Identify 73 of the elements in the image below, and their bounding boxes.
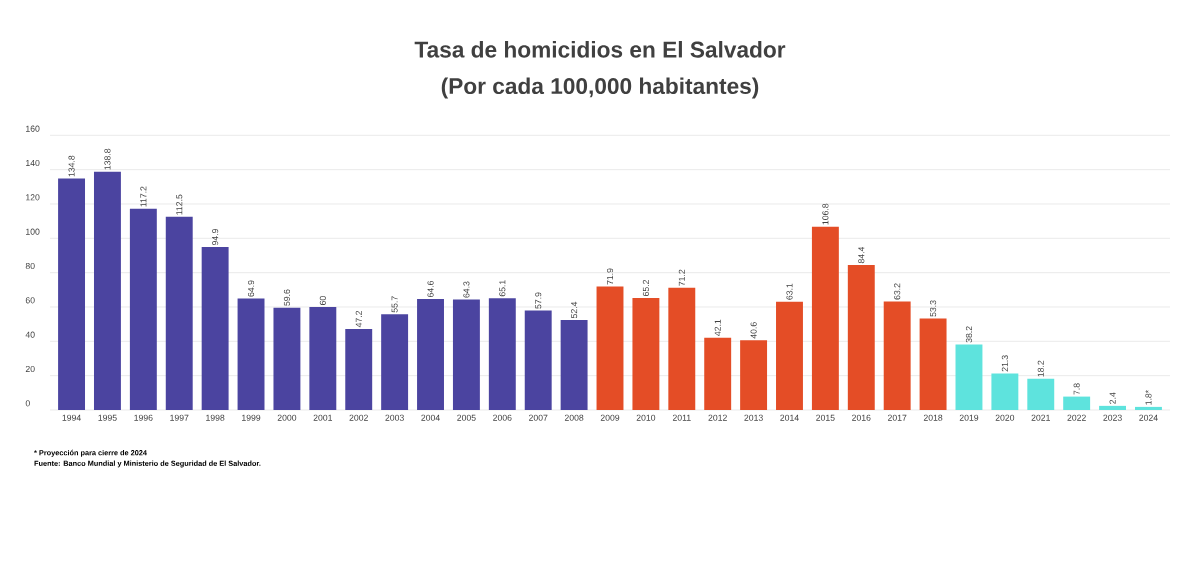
x-tick-label: 2016: [852, 414, 871, 421]
x-tick-label: 2018: [923, 414, 943, 421]
data-label: 52.4: [571, 301, 578, 319]
x-tick-label: 2010: [636, 414, 656, 421]
data-label: 65.1: [499, 280, 506, 297]
data-label: 64.6: [427, 281, 434, 298]
data-label: 53.3: [930, 300, 937, 317]
y-tick-label: 120: [26, 194, 40, 201]
data-label: 1.8*: [1145, 390, 1152, 405]
x-tick-label: 2011: [672, 414, 691, 421]
x-tick-label: 2001: [313, 414, 333, 421]
x-tick-label: 2009: [600, 414, 620, 421]
y-tick-label: 60: [25, 297, 35, 304]
data-label: 55.7: [391, 296, 398, 313]
x-tick-label: 2024: [1139, 414, 1158, 421]
x-tick-label: 2021: [1031, 414, 1050, 421]
x-tick-label: 1997: [170, 414, 189, 421]
x-tick-label: 2002: [349, 414, 368, 421]
x-tick-label: 1994: [62, 414, 81, 421]
data-label: 138.8: [104, 148, 111, 170]
x-tick-label: 1995: [98, 414, 117, 421]
data-label: 7.8: [1073, 383, 1080, 395]
x-tick-label: 2012: [708, 414, 727, 421]
data-label: 106.8: [822, 203, 829, 225]
x-tick-label: 2008: [564, 414, 584, 421]
y-tick-label: 100: [26, 228, 40, 235]
x-tick-label: 1996: [134, 414, 153, 421]
x-tick-label: 2006: [493, 414, 512, 421]
data-label: 84.4: [858, 246, 865, 264]
data-label: 63.1: [786, 283, 793, 300]
data-label: 38.2: [965, 326, 973, 343]
data-label: 71.9: [606, 268, 614, 285]
data-label: 2.4: [1109, 392, 1116, 404]
chart-title: Tasa de homicidios en El Salvador: [414, 41, 786, 58]
x-tick-label: 2005: [457, 414, 476, 421]
y-tick-label: 160: [26, 125, 40, 132]
y-tick-label: 20: [25, 365, 35, 373]
data-label: 18.2: [1037, 360, 1044, 377]
data-label: 63.2: [894, 283, 901, 300]
y-tick-label: 0: [25, 400, 30, 407]
data-label: 42.1: [714, 319, 721, 336]
y-tick-label: 140: [26, 159, 40, 167]
y-tick-label: 80: [25, 262, 35, 270]
x-tick-label: 2015: [816, 414, 835, 421]
x-tick-label: 2020: [995, 414, 1015, 421]
x-tick-label: 2014: [780, 414, 799, 421]
data-label: 64.9: [247, 280, 255, 297]
data-label: 94.9: [212, 229, 219, 246]
x-tick-label: 1998: [206, 414, 225, 421]
data-label: 112.5: [176, 194, 183, 215]
data-label: 40.6: [750, 322, 757, 339]
data-label: 134.8: [68, 155, 75, 177]
x-tick-label: 2007: [529, 414, 548, 421]
data-label: 71.2: [678, 269, 685, 286]
x-tick-label: 2004: [421, 414, 440, 421]
data-label: 59.6: [283, 289, 290, 306]
x-tick-label: 2003: [385, 414, 404, 421]
data-label: 65.2: [642, 280, 649, 297]
data-label: 117.2: [140, 186, 147, 207]
data-label: 21.3: [1001, 355, 1008, 372]
x-tick-label: 2019: [959, 414, 979, 421]
chart-subtitle: (Por cada 100,000 habitantes): [441, 77, 759, 99]
data-label: 57.9: [535, 292, 542, 309]
x-tick-label: 2000: [277, 414, 297, 421]
y-tick-label: 40: [25, 331, 35, 338]
x-tick-label: 2022: [1067, 414, 1086, 421]
data-label: 64.3: [463, 281, 470, 298]
x-tick-label: 2013: [744, 414, 763, 421]
data-label: 60: [319, 296, 326, 305]
x-tick-label: 2017: [887, 414, 907, 421]
x-tick-label: 1999: [242, 414, 261, 421]
x-tick-label: 2023: [1103, 414, 1122, 421]
data-label: 47.2: [355, 310, 362, 328]
